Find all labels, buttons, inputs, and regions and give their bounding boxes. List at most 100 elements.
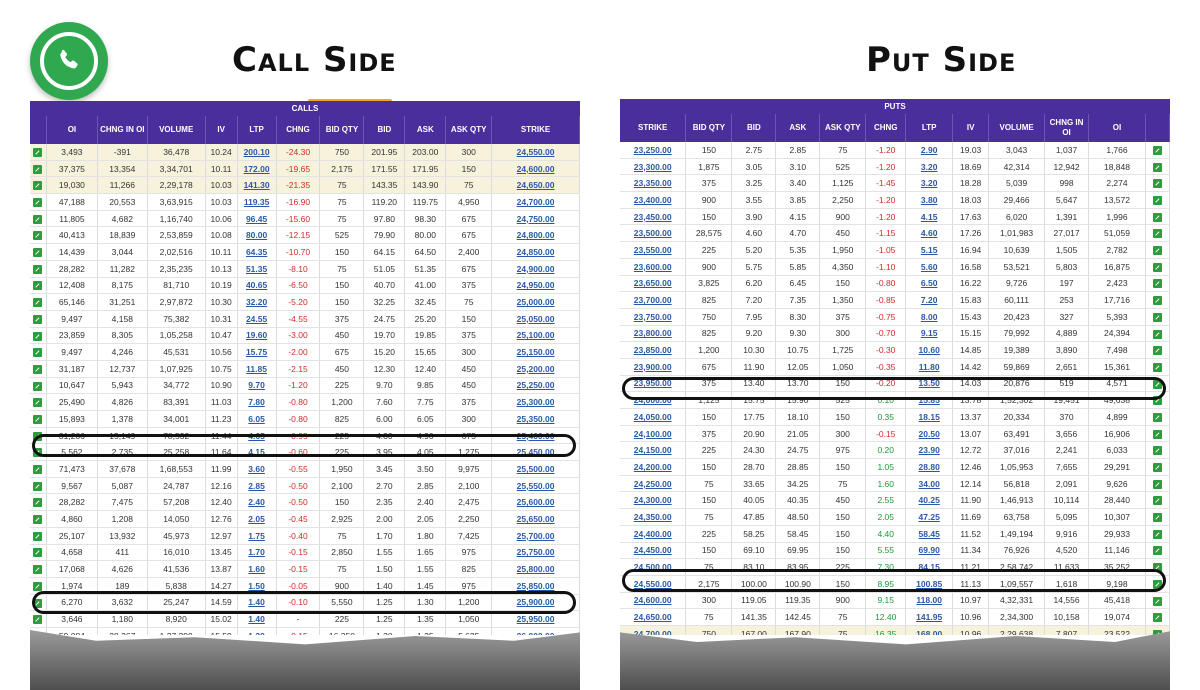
cell-strike[interactable]: 23,500.00 [620,224,687,243]
col-header-volume[interactable]: VOLUME [147,116,206,144]
cell-ltp[interactable]: 18.15 [905,408,954,426]
col-header-ltp[interactable]: LTP [905,114,954,142]
cell-strike[interactable]: 25,800.00 [491,560,580,578]
cell-strike[interactable]: 24,450.00 [620,542,687,560]
cell-strike[interactable]: 24,550.00 [491,144,580,161]
cell-ltp[interactable]: 2.90 [905,142,954,159]
chart-icon[interactable] [33,264,43,274]
chart-icon[interactable] [1152,312,1162,322]
cell-strike[interactable]: 25,300.00 [491,393,580,411]
cell-ltp[interactable]: 1.40 [237,610,277,628]
col-header-bid[interactable]: BID [731,114,777,142]
cell-ltp[interactable]: 20.50 [905,425,954,443]
cell-strike[interactable]: 25,000.00 [491,293,580,311]
chart-icon[interactable] [1152,362,1162,372]
cell-strike[interactable]: 24,350.00 [620,508,687,526]
chart-icon[interactable] [1152,629,1162,635]
cell-ltp[interactable]: 24.55 [237,310,277,328]
cell-strike[interactable]: 25,200.00 [491,360,580,378]
chart-icon[interactable] [1152,145,1162,155]
cell-ltp[interactable]: 100.85 [905,575,954,593]
chart-icon[interactable] [1152,563,1162,573]
cell-ltp[interactable]: 119.35 [237,193,277,211]
chart-icon[interactable] [33,548,43,558]
cell-ltp[interactable]: 28.80 [905,458,954,476]
col-header-iv[interactable]: IV [205,116,238,144]
chart-icon[interactable] [1152,179,1162,189]
cell-ltp[interactable]: 8.00 [905,308,954,326]
cell-strike[interactable]: 24,800.00 [491,226,580,245]
chart-icon[interactable] [1152,446,1162,456]
cell-ltp[interactable]: 4.15 [905,208,954,226]
cell-ltp[interactable]: 51.35 [237,260,277,278]
chart-icon[interactable] [33,348,43,358]
cell-strike[interactable]: 23,650.00 [620,275,687,293]
cell-ltp[interactable]: 11.85 [237,360,277,378]
chart-icon[interactable] [33,214,43,224]
chart-icon[interactable] [33,147,43,157]
cell-strike[interactable]: 23,700.00 [620,291,687,309]
cell-ltp[interactable]: 13.50 [905,375,954,393]
cell-ltp[interactable]: 4.15 [237,443,277,462]
cell-strike[interactable]: 23,250.00 [620,142,687,159]
cell-ltp[interactable]: 69.90 [905,542,954,560]
cell-strike[interactable]: 24,100.00 [620,425,687,443]
chart-icon[interactable] [33,448,43,458]
chart-icon[interactable] [33,398,43,408]
cell-strike[interactable]: 25,850.00 [491,577,580,595]
chart-icon[interactable] [1152,596,1162,606]
cell-ltp[interactable]: 168.00 [905,625,954,635]
chart-icon[interactable] [33,414,43,424]
chart-icon[interactable] [33,364,43,374]
col-header-chng[interactable]: CHNG [865,114,907,142]
cell-ltp[interactable]: 3.60 [237,460,277,478]
cell-strike[interactable]: 25,600.00 [491,493,580,512]
cell-ltp[interactable]: 1.50 [237,577,277,595]
cell-strike[interactable]: 24,250.00 [620,475,687,493]
chart-icon[interactable] [1152,296,1162,306]
cell-ltp[interactable]: 47.25 [905,508,954,526]
cell-ltp[interactable]: 1.70 [237,544,277,562]
cell-strike[interactable]: 24,650.00 [620,608,687,626]
cell-strike[interactable]: 24,700.00 [491,193,580,211]
cell-strike[interactable]: 25,150.00 [491,343,580,361]
col-header-oi[interactable]: OI [46,116,98,144]
cell-ltp[interactable]: 3.80 [905,191,954,209]
cell-strike[interactable]: 24,150.00 [620,441,687,460]
col-header-strike[interactable]: STRIKE [491,116,580,144]
cell-ltp[interactable]: 141.95 [905,608,954,626]
cell-ltp[interactable]: 7.80 [237,393,277,411]
cell-strike[interactable]: 25,350.00 [491,410,580,428]
chart-icon[interactable] [33,531,43,541]
chart-icon[interactable] [1152,379,1162,389]
col-header-ask[interactable]: ASK [775,114,821,142]
col-header-strike[interactable]: STRIKE [620,114,687,142]
cell-ltp[interactable]: 5.60 [905,258,954,276]
col-header-iv[interactable]: IV [952,114,990,142]
cell-ltp[interactable]: 2.85 [237,477,277,495]
cell-ltp[interactable]: 84.15 [905,558,954,576]
cell-strike[interactable]: 24,550.00 [620,575,687,593]
cell-strike[interactable]: 24,050.00 [620,408,687,426]
cell-strike[interactable]: 25,450.00 [491,443,580,462]
cell-strike[interactable]: 24,850.00 [491,243,580,261]
col-header-chng[interactable]: CHNG [276,116,321,144]
cell-strike[interactable]: 23,750.00 [620,308,687,326]
chart-icon[interactable] [1152,396,1162,406]
cell-strike[interactable]: 25,750.00 [491,544,580,562]
cell-strike[interactable]: 25,250.00 [491,377,580,395]
cell-ltp[interactable]: 7.20 [905,291,954,309]
chart-icon[interactable] [33,481,43,491]
cell-ltp[interactable]: 15.85 [905,391,954,409]
cell-ltp[interactable]: 10.60 [905,341,954,359]
cell-strike[interactable]: 23,900.00 [620,358,687,376]
cell-ltp[interactable]: 34.00 [905,475,954,493]
cell-strike[interactable]: 23,550.00 [620,241,687,259]
chart-icon[interactable] [33,231,43,241]
chart-icon[interactable] [1152,212,1162,222]
chart-icon[interactable] [1152,429,1162,439]
col-header-bid-qty[interactable]: BID QTY [685,114,733,142]
cell-strike[interactable]: 23,350.00 [620,174,687,193]
col-header-volume[interactable]: VOLUME [988,114,1046,142]
cell-ltp[interactable]: 80.00 [237,226,277,245]
